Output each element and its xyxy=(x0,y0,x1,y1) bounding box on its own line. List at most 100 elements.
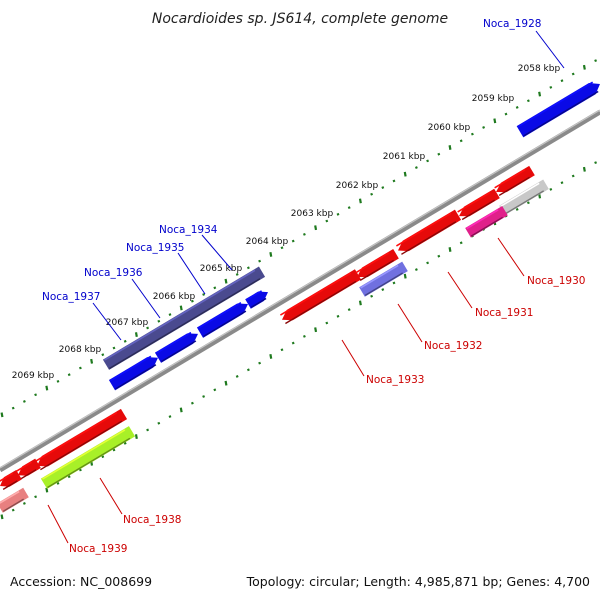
outer-tick xyxy=(314,225,318,231)
inner-tick xyxy=(403,273,407,279)
outer-tick xyxy=(336,212,340,216)
outer-tick xyxy=(146,326,150,330)
outer-tick xyxy=(22,400,26,403)
inner-tick xyxy=(202,395,206,398)
label-noca-1931: Noca_1931 xyxy=(475,307,533,319)
gene-noca-1939 xyxy=(34,408,128,471)
inner-tick xyxy=(459,241,463,245)
outer-tick xyxy=(381,186,385,190)
gene-noca-1937 xyxy=(108,355,158,391)
leader-line xyxy=(47,504,69,544)
outer-tick xyxy=(168,313,172,316)
inner-tick xyxy=(45,487,49,493)
kbp-label: 2061 kbp xyxy=(383,152,426,162)
label-noca-1930: Noca_1930 xyxy=(527,275,585,287)
outer-tick-track xyxy=(0,59,598,418)
outer-tick xyxy=(426,159,430,163)
outer-tick xyxy=(482,126,486,129)
outer-tick xyxy=(202,293,206,296)
leader-line xyxy=(447,271,473,309)
outer-tick xyxy=(392,179,396,183)
gene-unlabeled-7 xyxy=(0,469,22,490)
outer-tick xyxy=(157,319,161,323)
gene-noca-1935 xyxy=(245,290,268,309)
inner-tick xyxy=(314,327,318,333)
kbp-label: 2067 kbp xyxy=(106,318,149,328)
leader-line xyxy=(535,30,565,69)
gene-noca-1934 xyxy=(102,266,266,370)
outer-tick xyxy=(224,278,228,284)
inner-tick xyxy=(448,247,452,252)
gene-unlabeled-4 xyxy=(499,179,549,216)
inner-tick xyxy=(11,508,15,512)
inner-tick xyxy=(336,314,340,318)
inner-tick xyxy=(302,334,306,338)
kbp-label: 2058 kbp xyxy=(518,64,561,74)
inner-tick xyxy=(224,380,228,386)
genome-backbone-highlight xyxy=(0,109,600,469)
outer-tick xyxy=(90,358,94,364)
gene-noca-1936 xyxy=(154,331,198,363)
gene-label-group: Noca_1928 Noca_1934 Noca_1935 Noca_1936 Noca… xyxy=(42,18,585,555)
kbp-label: 2060 kbp xyxy=(428,123,471,133)
outer-tick xyxy=(280,246,284,250)
outer-tick xyxy=(246,266,250,270)
inner-tick xyxy=(22,502,26,505)
outer-tick xyxy=(560,79,564,83)
inner-tick xyxy=(269,353,273,359)
map-title: Nocardioides sp. JS614, complete genome xyxy=(152,11,448,27)
kbp-label: 2063 kbp xyxy=(291,209,334,219)
inner-tick xyxy=(549,187,553,191)
outer-tick xyxy=(213,286,217,290)
inner-tick xyxy=(56,481,60,485)
label-noca-1928: Noca_1928 xyxy=(483,18,541,30)
outer-tick xyxy=(78,366,82,370)
outer-tick xyxy=(258,259,262,263)
outer-tick xyxy=(190,299,194,303)
outer-tick xyxy=(34,393,38,397)
outer-tick xyxy=(594,59,598,63)
outer-tick xyxy=(470,132,474,136)
genome-backbone xyxy=(0,109,600,473)
outer-tick xyxy=(459,139,463,143)
outer-tick xyxy=(56,379,60,383)
inner-tick xyxy=(190,401,194,405)
leader-line xyxy=(99,477,123,515)
gene-unlabeled-2 xyxy=(457,188,500,221)
outer-tick xyxy=(0,412,4,418)
outer-tick xyxy=(302,232,306,236)
inner-tick xyxy=(179,407,183,413)
label-noca-1932: Noca_1932 xyxy=(424,340,482,352)
inner-tick xyxy=(67,475,71,479)
inner-tick xyxy=(370,294,374,298)
label-noca-1939: Noca_1939 xyxy=(69,543,127,555)
inner-tick xyxy=(392,281,396,285)
inner-tick xyxy=(437,254,441,258)
inner-tick xyxy=(280,348,284,352)
inner-tick xyxy=(582,166,586,172)
gene-noca-1935-b xyxy=(196,301,249,338)
leader-line-group xyxy=(47,30,565,544)
gene-noca-1938 xyxy=(40,426,136,489)
leader-line xyxy=(341,339,365,377)
kbp-label: 2068 kbp xyxy=(59,345,102,355)
outer-tick xyxy=(45,385,49,391)
inner-tick xyxy=(571,174,575,178)
leader-line xyxy=(201,234,233,271)
outer-tick xyxy=(325,219,329,223)
inner-tick xyxy=(157,421,161,425)
gene-unlabeled-1 xyxy=(355,248,399,281)
kbp-label: 2064 kbp xyxy=(246,237,289,247)
outer-tick xyxy=(437,152,441,156)
inner-tick xyxy=(78,468,82,472)
inner-tick xyxy=(515,207,519,211)
gene-noca-1933 xyxy=(279,269,362,325)
inner-tick xyxy=(347,308,351,312)
inner-tick xyxy=(101,455,105,459)
gene-unlabeled-8 xyxy=(0,487,29,513)
inner-tick xyxy=(213,388,217,392)
label-noca-1938: Noca_1938 xyxy=(123,514,181,526)
inner-tick xyxy=(560,181,564,185)
inner-tick xyxy=(34,495,38,499)
